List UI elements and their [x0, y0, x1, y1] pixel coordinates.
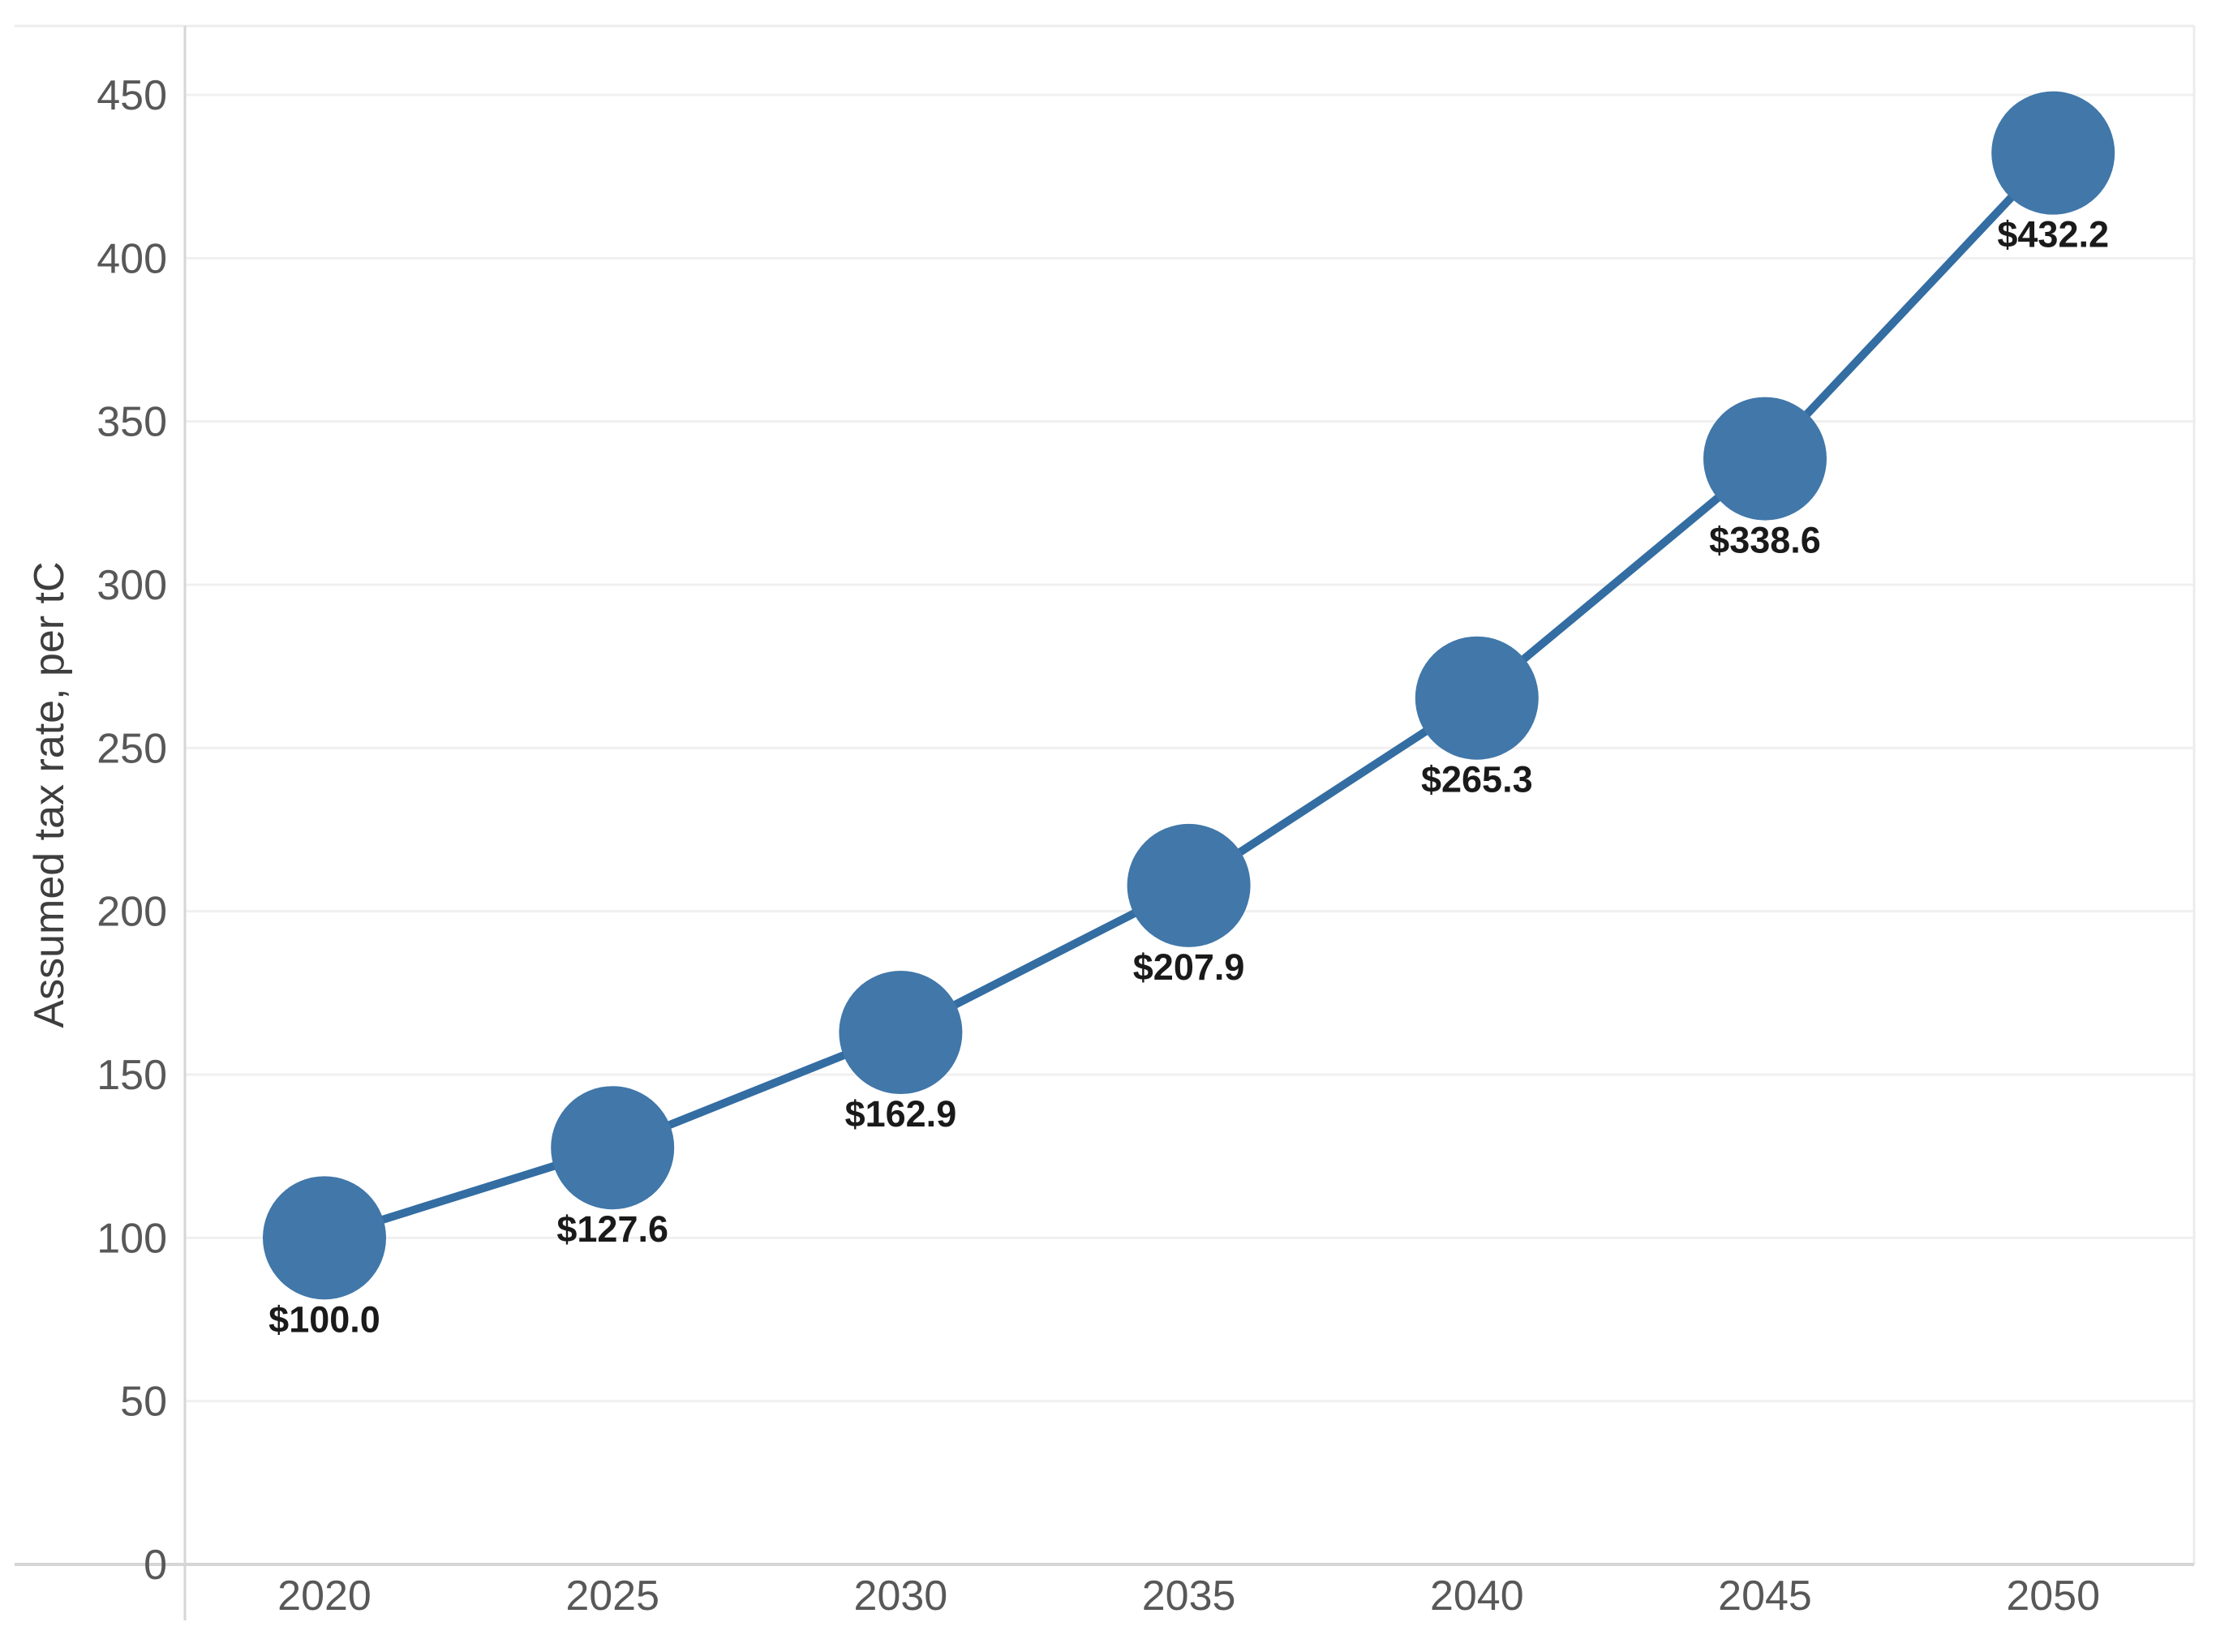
y-axis-title: Assumed tax rate, per tC	[26, 561, 73, 1028]
x-tick-label: 2050	[2006, 1573, 2100, 1620]
point-value-label: $207.9	[1133, 946, 1245, 988]
point-value-label: $100.0	[268, 1298, 380, 1340]
series-layer	[263, 91, 2115, 1300]
data-point-marker-2020[interactable]	[263, 1176, 386, 1300]
x-tick-label: 2040	[1430, 1573, 1524, 1620]
axes-layer	[15, 24, 2196, 1620]
data-point-marker-2035[interactable]	[1127, 823, 1251, 947]
gridlines-layer	[185, 93, 2194, 1403]
y-tick-label: 250	[97, 725, 167, 772]
y-tick-label: 450	[97, 72, 167, 119]
x-tick-label: 2025	[565, 1573, 659, 1620]
y-tick-label: 150	[97, 1052, 167, 1099]
point-value-label: $127.6	[556, 1208, 668, 1250]
y-tick-label: 100	[97, 1215, 167, 1262]
data-point-marker-2025[interactable]	[551, 1086, 675, 1210]
x-tick-label: 2035	[1142, 1573, 1236, 1620]
point-value-label: $338.6	[1709, 520, 1821, 561]
y-tick-label: 300	[97, 562, 167, 609]
x-tick-label: 2045	[1718, 1573, 1812, 1620]
point-value-label: $432.2	[1997, 214, 2109, 255]
y-tick-label: 0	[144, 1542, 167, 1589]
data-point-marker-2030[interactable]	[839, 971, 963, 1095]
point-value-label: $265.3	[1421, 759, 1533, 800]
x-tick-label: 2020	[277, 1573, 371, 1620]
y-tick-label: 50	[120, 1379, 167, 1426]
data-point-marker-2045[interactable]	[1703, 397, 1827, 521]
y-tick-label: 200	[97, 889, 167, 936]
y-tick-label: 350	[97, 399, 167, 446]
labels-layer: $100.0 $127.6 $162.9 $207.9 $265.3 $338.6 $432…	[97, 72, 2109, 1620]
y-tick-label: 400	[97, 235, 167, 282]
x-tick-label: 2030	[854, 1573, 948, 1620]
point-value-label: $162.9	[845, 1093, 957, 1135]
data-point-marker-2040[interactable]	[1415, 636, 1539, 760]
data-point-marker-2050[interactable]	[1991, 91, 2115, 215]
